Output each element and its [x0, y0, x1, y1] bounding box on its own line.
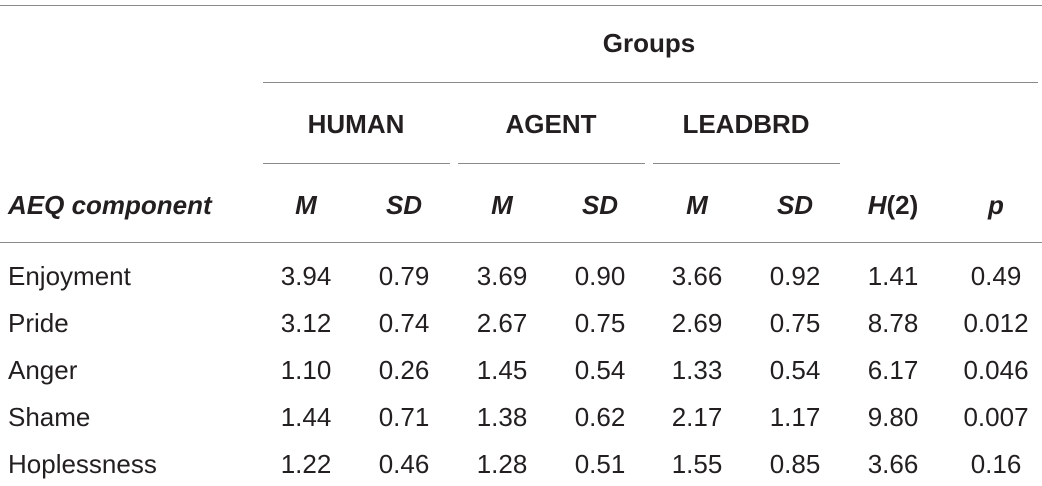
header-bottom-rule — [0, 242, 1042, 243]
cell-human-m: 1.22 — [280, 449, 332, 479]
groups-header: Groups — [602, 28, 696, 58]
col-header-human-sd: SD — [385, 190, 423, 220]
col-header-p: p — [988, 190, 1004, 220]
col-header-leadbrd-m: M — [686, 190, 708, 220]
cell-p: 0.046 — [963, 355, 1029, 385]
cell-p: 0.49 — [970, 261, 1022, 291]
cell-human-sd: 0.79 — [378, 261, 430, 291]
col-header-leadbrd-sd: SD — [776, 190, 814, 220]
cell-agent-m: 2.67 — [476, 308, 528, 338]
cell-human-sd: 0.71 — [378, 402, 430, 432]
cell-human-sd: 0.26 — [378, 355, 430, 385]
cell-leadbrd-m: 1.55 — [671, 449, 723, 479]
cell-leadbrd-m: 1.33 — [671, 355, 723, 385]
agent-underline — [458, 163, 645, 164]
row-label: Hoplessness — [8, 449, 157, 479]
cell-p: 0.16 — [970, 449, 1022, 479]
col-header-human-m: M — [295, 190, 317, 220]
col-header-agent-m: M — [491, 190, 513, 220]
col-header-h: H(2) — [868, 190, 919, 221]
cell-agent-sd: 0.54 — [574, 355, 626, 385]
cell-human-m: 3.12 — [280, 308, 332, 338]
row-label: Shame — [8, 402, 91, 432]
leadbrd-underline — [653, 163, 840, 164]
cell-leadbrd-sd: 0.85 — [769, 449, 821, 479]
col-header-agent-sd: SD — [581, 190, 619, 220]
cell-human-sd: 0.46 — [378, 449, 430, 479]
col-header-h-letter: H — [867, 190, 887, 220]
cell-p: 0.007 — [963, 402, 1029, 432]
cell-human-sd: 0.74 — [378, 308, 430, 338]
cell-human-m: 1.44 — [280, 402, 332, 432]
cell-agent-sd: 0.75 — [574, 308, 626, 338]
cell-h: 3.66 — [867, 449, 919, 479]
groups-underline — [263, 82, 1038, 83]
cell-agent-m: 1.28 — [476, 449, 528, 479]
cell-human-m: 3.94 — [280, 261, 332, 291]
row-label: Anger — [8, 355, 78, 385]
cell-agent-m: 1.45 — [476, 355, 528, 385]
cell-leadbrd-m: 2.17 — [671, 402, 723, 432]
cell-h: 8.78 — [867, 308, 919, 338]
cell-agent-sd: 0.90 — [574, 261, 626, 291]
cell-leadbrd-sd: 0.54 — [769, 355, 821, 385]
human-underline — [263, 163, 450, 164]
group-name-agent: AGENT — [505, 109, 597, 139]
row-header: AEQ component — [8, 190, 212, 220]
cell-h: 6.17 — [867, 355, 919, 385]
cell-human-m: 1.10 — [280, 355, 332, 385]
cell-agent-sd: 0.51 — [574, 449, 626, 479]
group-name-leadbrd: LEADBRD — [682, 109, 810, 139]
cell-h: 1.41 — [867, 261, 919, 291]
cell-leadbrd-m: 2.69 — [671, 308, 723, 338]
cell-leadbrd-sd: 0.75 — [769, 308, 821, 338]
cell-p: 0.012 — [963, 308, 1029, 338]
group-name-human: HUMAN — [307, 109, 405, 139]
row-label: Pride — [8, 308, 69, 338]
row-label: Enjoyment — [8, 261, 131, 291]
cell-agent-m: 1.38 — [476, 402, 528, 432]
top-rule — [0, 5, 1042, 6]
cell-leadbrd-m: 3.66 — [671, 261, 723, 291]
cell-h: 9.80 — [867, 402, 919, 432]
cell-leadbrd-sd: 1.17 — [769, 402, 821, 432]
cell-agent-sd: 0.62 — [574, 402, 626, 432]
col-header-h-df: (2) — [886, 190, 919, 220]
cell-agent-m: 3.69 — [476, 261, 528, 291]
cell-leadbrd-sd: 0.92 — [769, 261, 821, 291]
